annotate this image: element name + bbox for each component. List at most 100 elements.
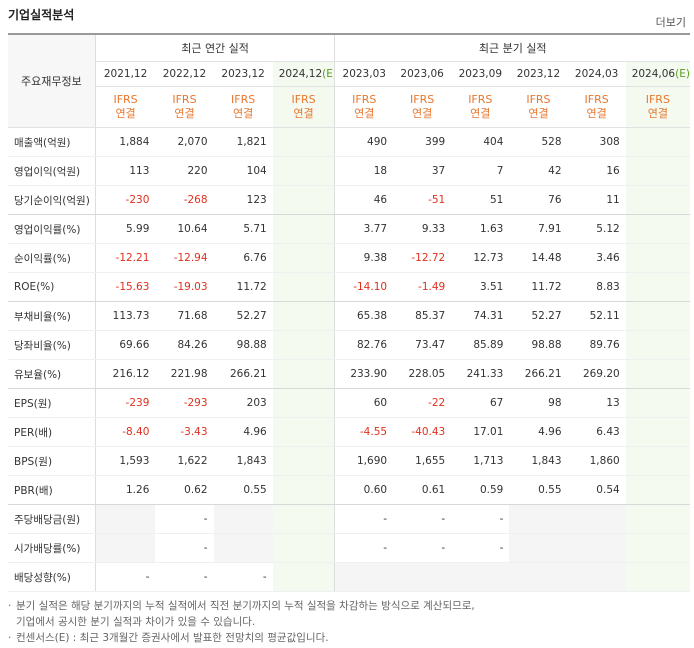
period-date: 2023,12 xyxy=(221,68,265,80)
cell: 233.90 xyxy=(334,359,394,389)
cell: -12.72 xyxy=(393,243,452,273)
cell xyxy=(567,504,626,534)
cell: 6.43 xyxy=(567,417,626,447)
ifrs: IFRS xyxy=(526,93,551,106)
row-label: 순이익률(%) xyxy=(8,243,96,273)
period: 2024,06(E) xyxy=(625,61,690,87)
cell: 3.46 xyxy=(567,243,626,273)
cell: 104 xyxy=(213,156,273,186)
note: 기업에서 공시한 분기 실적과 차이가 있을 수 있습니다. xyxy=(8,614,475,630)
cell: 1.26 xyxy=(95,475,156,505)
cell: -230 xyxy=(95,185,156,215)
row-label: 매출액(억원) xyxy=(8,127,96,157)
cell xyxy=(509,504,568,534)
basis: IFRS 연결 xyxy=(272,86,336,128)
basis: IFRS 연결 xyxy=(625,86,690,128)
cell xyxy=(509,533,568,563)
ifrs: IFRS xyxy=(468,93,493,106)
estimate-mark: (E) xyxy=(322,68,334,80)
basis: IFRS 연결 xyxy=(155,86,214,128)
cell: - xyxy=(451,504,510,534)
cell xyxy=(625,359,690,389)
basis: IFRS 연결 xyxy=(334,86,394,128)
cell xyxy=(567,562,626,592)
cell: 65.38 xyxy=(334,301,394,331)
more-link[interactable]: 더보기 xyxy=(655,16,686,29)
row-label: 주당배당금(원) xyxy=(8,504,96,534)
data-row: 배당성향(%) - - - xyxy=(8,562,690,592)
cell: 67 xyxy=(451,388,510,418)
cell xyxy=(625,388,690,418)
cell: -4.55 xyxy=(334,417,394,447)
cell: 89.76 xyxy=(567,330,626,360)
cell xyxy=(625,127,690,157)
consolidation: 연결 xyxy=(647,107,668,120)
cell: 1,593 xyxy=(95,446,156,476)
cell: 71.68 xyxy=(155,301,214,331)
cell: 1,843 xyxy=(213,446,273,476)
cell xyxy=(272,359,336,389)
cell: 5.71 xyxy=(213,214,273,244)
cell xyxy=(272,272,336,302)
header-row: 주요재무정보 최근 연간 실적 최근 분기 실적 xyxy=(8,34,690,128)
cell: -3.43 xyxy=(155,417,214,447)
cell: 10.64 xyxy=(155,214,214,244)
ifrs: IFRS xyxy=(584,93,609,106)
row-label: 영업이익(억원) xyxy=(8,156,96,186)
note-text: 기업에서 공시한 분기 실적과 차이가 있을 수 있습니다. xyxy=(16,616,256,628)
cell: 42 xyxy=(509,156,568,186)
data-row: 주당배당금(원) - - - - xyxy=(8,504,690,534)
cell xyxy=(272,330,336,360)
group-header: 최근 연간 실적 xyxy=(95,34,336,62)
cell: 9.38 xyxy=(334,243,394,273)
cell xyxy=(272,504,336,534)
cell: - xyxy=(95,562,156,592)
data-row: BPS(원) 1,593 1,622 1,843 1,690 1,655 1,713 1,84… xyxy=(8,446,690,476)
data-row: 당기순이익(억원) -230 -268 123 46 -51 51 76 11 xyxy=(8,185,690,215)
cell: 98.88 xyxy=(509,330,568,360)
cell: 5.12 xyxy=(567,214,626,244)
cell xyxy=(625,243,690,273)
ifrs: IFRS xyxy=(410,93,435,106)
cell: 266.21 xyxy=(509,359,568,389)
period: 2022,12 xyxy=(155,61,214,87)
note: · 분기 실적은 해당 분기까지의 누적 실적에서 직전 분기까지의 누적 실적을… xyxy=(8,598,475,614)
cell: 46 xyxy=(334,185,394,215)
cell: 1,821 xyxy=(213,127,273,157)
cell: 220 xyxy=(155,156,214,186)
cell: -268 xyxy=(155,185,214,215)
ifrs: IFRS xyxy=(172,93,197,106)
cell: 52.27 xyxy=(213,301,273,331)
cell: 73.47 xyxy=(393,330,452,360)
cell: - xyxy=(334,504,394,534)
period: 2024,03 xyxy=(567,61,626,87)
cell xyxy=(625,214,690,244)
cell: 2,070 xyxy=(155,127,214,157)
cell xyxy=(509,562,568,592)
cell xyxy=(625,417,690,447)
cell: - xyxy=(393,504,452,534)
cell: 308 xyxy=(567,127,626,157)
period-row: 2021,122022,122023,122024,12(E)2023,0320… xyxy=(8,61,690,87)
cell: 269.20 xyxy=(567,359,626,389)
period-date: 2023,12 xyxy=(516,68,561,80)
data-row: 유보율(%) 216.12 221.98 266.21 233.90 228.05 241.… xyxy=(8,359,690,389)
cell xyxy=(213,504,273,534)
cell: 1,622 xyxy=(155,446,214,476)
period: 2023,12 xyxy=(213,61,273,87)
cell: 52.27 xyxy=(509,301,568,331)
cell: 1,860 xyxy=(567,446,626,476)
cell: 7.91 xyxy=(509,214,568,244)
cell xyxy=(272,301,336,331)
cell: 3.51 xyxy=(451,272,510,302)
consolidation: 연결 xyxy=(412,107,433,120)
cell xyxy=(451,562,510,592)
data-row: 시가배당률(%) - - - - xyxy=(8,533,690,563)
cell: 0.62 xyxy=(155,475,214,505)
row-label: BPS(원) xyxy=(8,446,96,476)
cell: 11.72 xyxy=(213,272,273,302)
cell: - xyxy=(393,533,452,563)
cell: 85.89 xyxy=(451,330,510,360)
cell: 266.21 xyxy=(213,359,273,389)
cell: 0.55 xyxy=(509,475,568,505)
